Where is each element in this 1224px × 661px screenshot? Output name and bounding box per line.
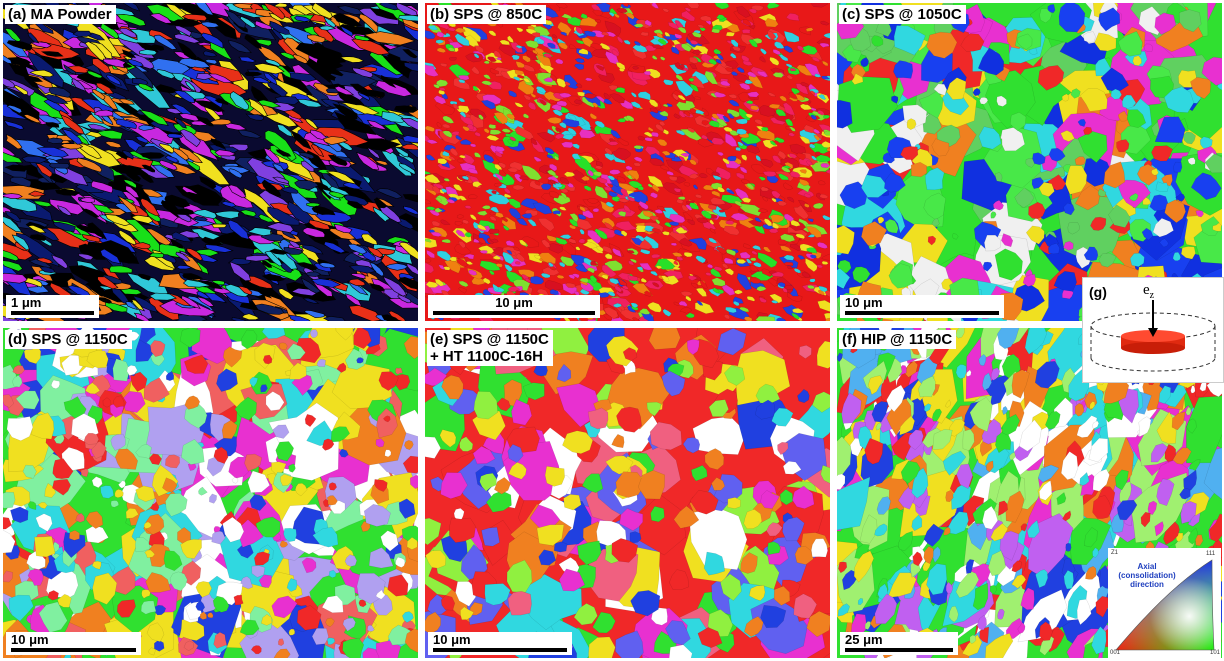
- panel-a-label: (a) MA Powder: [5, 5, 116, 24]
- ez-symbol: e: [1143, 282, 1150, 298]
- panel-d-scale-text: 10 μm: [11, 632, 49, 647]
- panel-c: (c) SPS @ 1050C 10 μm: [837, 3, 1222, 321]
- panel-e-label-text: (e) SPS @ 1150C: [430, 331, 549, 348]
- ipf-caption-line1: Axial: [1137, 562, 1157, 571]
- panel-b-micrograph: [425, 3, 830, 321]
- ez-axis-label: ez: [1143, 282, 1154, 301]
- dashed-bottom-arc: [1090, 357, 1216, 372]
- panel-d-scalebar: 10 μm: [6, 632, 141, 655]
- ipf-tick-001: 001: [1110, 650, 1121, 656]
- axis-arrow-head: [1148, 328, 1158, 337]
- panel-f-scale-text: 25 μm: [845, 632, 883, 647]
- panel-e-scalebar: 10 μm: [428, 632, 572, 655]
- panel-a: (a) MA Powder 1 μm: [3, 3, 418, 321]
- panel-c-scale-bar: [845, 311, 999, 315]
- ipf-tick-101: 101: [1210, 650, 1221, 656]
- panel-d-scale-bar: [11, 648, 136, 652]
- ipf-color-key: Z1 111 001 101 Axial (consolidation) dir…: [1108, 548, 1221, 658]
- red-disc-bottom: [1121, 342, 1185, 354]
- panel-e-scale-text: 10 μm: [433, 632, 471, 647]
- panel-c-scale-text: 10 μm: [845, 295, 883, 310]
- panel-d-micrograph: [3, 328, 418, 658]
- panel-c-scalebar: 10 μm: [840, 295, 1004, 318]
- ipf-triangle: [1115, 559, 1215, 651]
- panel-f-label-text: (f) HIP @ 1150C: [842, 331, 953, 348]
- panel-d-label: (d) SPS @ 1150C: [5, 330, 132, 349]
- ipf-caption-line3: direction: [1130, 580, 1164, 589]
- panel-b-label: (b) SPS @ 850C: [427, 5, 547, 24]
- panel-f-label: (f) HIP @ 1150C: [839, 330, 957, 349]
- panel-d-label-text: (d) SPS @ 1150C: [8, 331, 128, 348]
- panel-b-scale-bar: [433, 311, 595, 315]
- ez-subscript: z: [1149, 290, 1155, 301]
- panel-d: (d) SPS @ 1150C 10 μm: [3, 328, 418, 658]
- ipf-caption-line2: (consolidation): [1118, 571, 1176, 580]
- panel-e-label-text-2: + HT 1100C-16H: [430, 348, 543, 365]
- panel-b: (b) SPS @ 850C 10 μm: [425, 3, 830, 321]
- panel-e: (e) SPS @ 1150C + HT 1100C-16H 10 μm: [425, 328, 830, 658]
- panel-a-scale-bar: [11, 311, 94, 315]
- panel-a-micrograph: [3, 3, 418, 321]
- panel-a-scale-text: 1 μm: [11, 295, 42, 310]
- panel-b-label-text: (b) SPS @ 850C: [430, 6, 543, 23]
- panel-b-scalebar: 10 μm: [428, 295, 600, 318]
- ipf-tick-111: 111: [1206, 551, 1216, 557]
- panel-e-scale-bar: [433, 648, 567, 652]
- ipf-caption: Axial (consolidation) direction: [1112, 562, 1182, 589]
- panel-a-label-text: (a) MA Powder: [8, 6, 112, 23]
- panel-c-micrograph: [837, 3, 1222, 321]
- panel-e-micrograph: [425, 328, 830, 658]
- sample-disc-diagram: [1090, 300, 1216, 372]
- inset-g-sample-geometry: (g) ez: [1082, 277, 1224, 383]
- panel-b-scale-text: 10 μm: [495, 295, 533, 310]
- panel-f: (f) HIP @ 1150C 25 μm: [837, 328, 1222, 658]
- panel-a-scalebar: 1 μm: [6, 295, 99, 318]
- inset-g-label: (g): [1089, 284, 1107, 300]
- panel-f-scale-bar: [845, 648, 953, 652]
- panel-c-label: (c) SPS @ 1050C: [839, 5, 966, 24]
- ipf-outline: [1115, 559, 1215, 651]
- panel-f-scalebar: 25 μm: [840, 632, 958, 655]
- panel-e-label: (e) SPS @ 1150C + HT 1100C-16H: [427, 330, 553, 366]
- ipf-tick-z1: Z1: [1111, 550, 1119, 556]
- panel-c-label-text: (c) SPS @ 1050C: [842, 6, 962, 23]
